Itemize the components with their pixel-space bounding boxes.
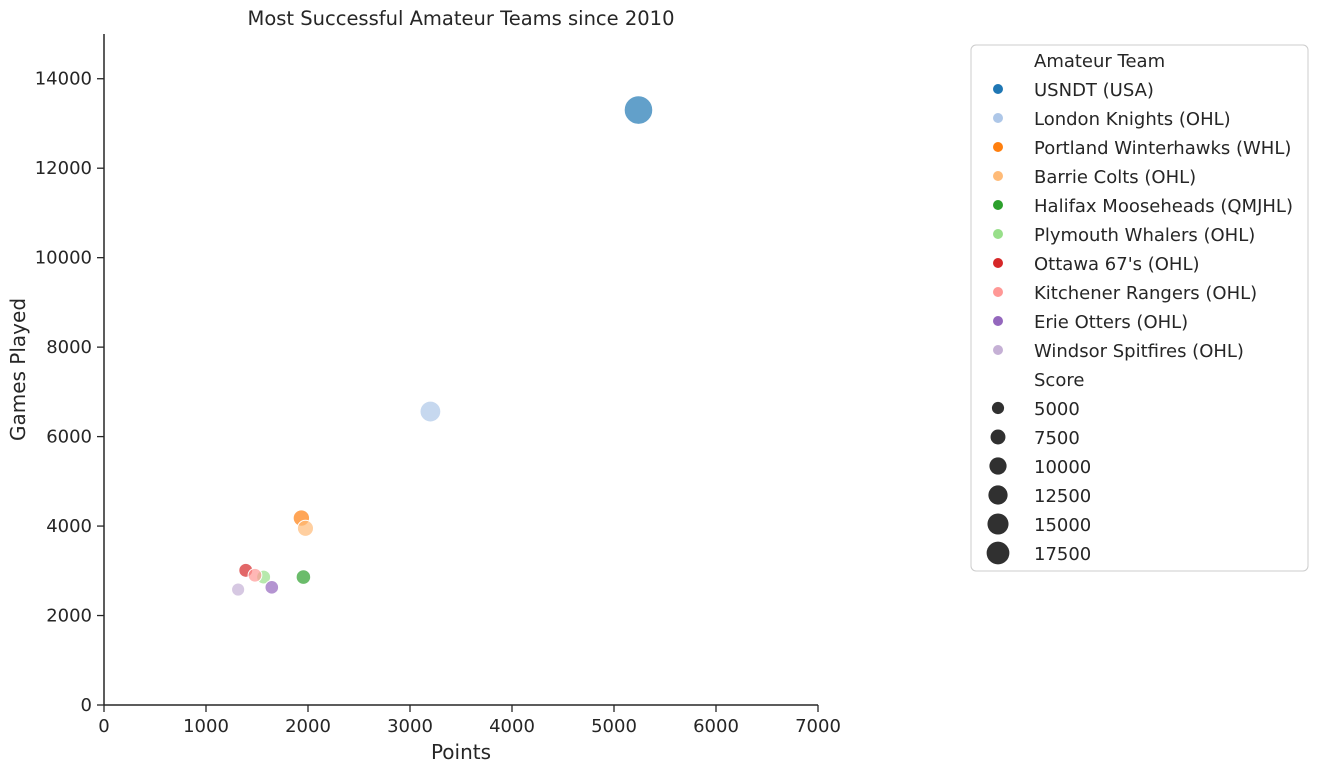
legend-marker [993, 113, 1003, 123]
legend-marker [993, 200, 1003, 210]
legend-entry-label: Plymouth Whalers (OHL) [1034, 225, 1255, 246]
y-tick-label: 4000 [46, 516, 92, 537]
legend-size-label: 15000 [1034, 515, 1091, 536]
y-tick-label: 2000 [46, 606, 92, 627]
legend-entry-label: Windsor Spitfires (OHL) [1034, 341, 1244, 362]
legend-marker [993, 171, 1003, 181]
data-point [264, 580, 280, 595]
legend-marker [993, 229, 1003, 239]
legend-size-marker [990, 429, 1006, 445]
legend-marker [993, 142, 1003, 152]
legend-box [970, 44, 1309, 572]
legend-size-label: 12500 [1034, 486, 1091, 507]
legend-size-marker [989, 457, 1007, 475]
y-tick-label: 8000 [46, 337, 92, 358]
y-tick-label: 12000 [35, 158, 92, 179]
legend-marker [993, 258, 1003, 268]
legend-marker [993, 84, 1003, 94]
legend-marker [993, 345, 1003, 355]
data-point [295, 569, 312, 585]
data-point [296, 519, 315, 537]
legend-size-marker [988, 485, 1008, 505]
x-tick-label: 3000 [387, 716, 433, 737]
legend-hue-title: Amateur Team [1034, 51, 1165, 72]
legend-size-label: 5000 [1034, 399, 1080, 420]
y-tick-label: 10000 [35, 248, 92, 269]
x-tick-label: 4000 [489, 716, 535, 737]
data-point [231, 582, 246, 597]
legend-entry-label: Erie Otters (OHL) [1034, 312, 1188, 333]
legend-size-label: 17500 [1034, 544, 1091, 565]
y-tick-label: 14000 [35, 69, 92, 90]
x-tick-label: 0 [98, 716, 109, 737]
x-tick-label: 6000 [693, 716, 739, 737]
x-tick-label: 7000 [795, 716, 841, 737]
legend-size-marker [986, 541, 1010, 565]
legend-marker [993, 287, 1003, 297]
legend-marker [993, 316, 1003, 326]
legend-entry-label: Barrie Colts (OHL) [1034, 167, 1196, 188]
data-point [419, 400, 442, 423]
x-axis-label: Points [431, 740, 491, 764]
legend-entry-label: USNDT (USA) [1034, 80, 1154, 101]
legend-entry-label: Halifax Mooseheads (QMJHL) [1034, 196, 1293, 217]
legend-size-marker [991, 401, 1005, 415]
legend-entry-label: Ottawa 67's (OHL) [1034, 254, 1200, 275]
legend-size-label: 10000 [1034, 457, 1091, 478]
legend-entry-label: Kitchener Rangers (OHL) [1034, 283, 1257, 304]
chart-title: Most Successful Amateur Teams since 2010 [248, 7, 675, 30]
legend-size-label: 7500 [1034, 428, 1080, 449]
legend-size-marker [987, 513, 1009, 535]
x-tick-label: 2000 [285, 716, 331, 737]
legend-entry-label: London Knights (OHL) [1034, 109, 1231, 130]
y-axis-label: Games Played [6, 298, 30, 441]
y-tick-label: 6000 [46, 427, 92, 448]
x-tick-label: 1000 [183, 716, 229, 737]
y-tick-label: 0 [81, 695, 92, 716]
x-tick-label: 5000 [591, 716, 637, 737]
legend-size-title: Score [1034, 370, 1084, 391]
data-point [247, 567, 263, 583]
data-point [623, 95, 654, 125]
legend-entry-label: Portland Winterhawks (WHL) [1034, 138, 1291, 159]
